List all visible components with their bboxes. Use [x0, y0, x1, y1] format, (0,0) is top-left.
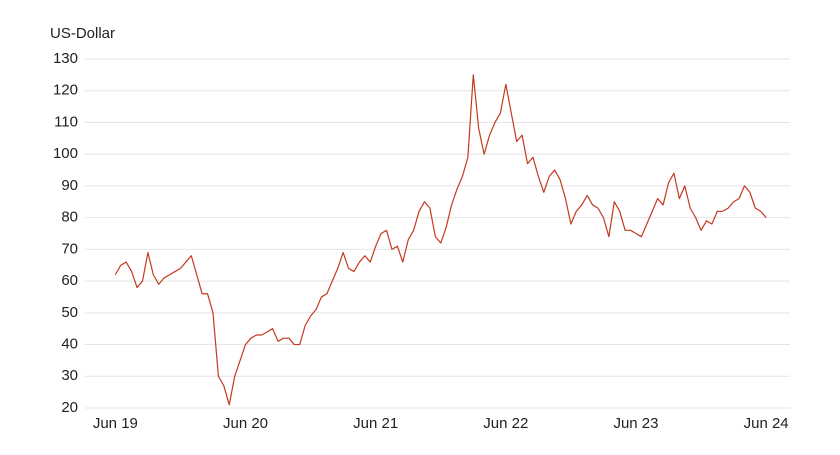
x-tick-label: Jun 22	[483, 415, 528, 432]
y-tick-label: 70	[61, 240, 78, 257]
y-tick-label: 100	[53, 145, 78, 162]
y-tick-label: 20	[61, 399, 78, 416]
y-tick-label: 30	[61, 367, 78, 384]
y-tick-label: 40	[61, 336, 78, 353]
x-tick-label: Jun 23	[613, 415, 658, 432]
y-tick-label: 80	[61, 209, 78, 226]
y-axis-label: US-Dollar	[50, 25, 115, 42]
y-tick-label: 50	[61, 304, 78, 321]
x-tick-label: Jun 20	[223, 415, 268, 432]
y-tick-label: 120	[53, 82, 78, 99]
y-tick-label: 60	[61, 272, 78, 289]
x-tick-label: Jun 19	[93, 415, 138, 432]
x-tick-label: Jun 24	[744, 415, 789, 432]
price-line	[114, 74, 767, 406]
x-tick-label: Jun 21	[353, 415, 398, 432]
y-tick-label: 130	[53, 50, 78, 67]
y-tick-label: 90	[61, 177, 78, 194]
y-tick-label: 110	[54, 113, 78, 130]
